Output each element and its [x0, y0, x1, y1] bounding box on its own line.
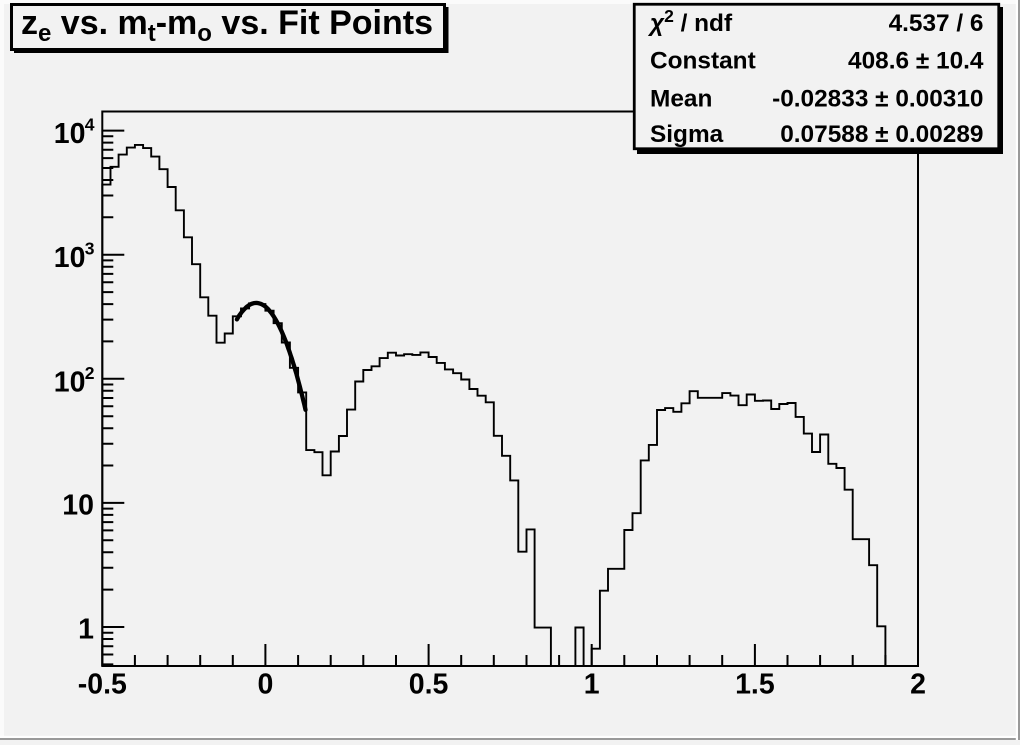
svg-text:Constant: Constant [650, 47, 756, 74]
svg-text:2: 2 [85, 363, 95, 383]
svg-text:0.5: 0.5 [409, 669, 449, 701]
svg-text:10: 10 [54, 242, 86, 274]
svg-text:4: 4 [85, 115, 95, 135]
svg-text:Sigma: Sigma [650, 121, 724, 148]
svg-text:0: 0 [257, 669, 273, 701]
svg-text:10: 10 [54, 366, 86, 398]
svg-text:1: 1 [584, 669, 600, 701]
svg-text:4.537 / 6: 4.537 / 6 [889, 10, 984, 37]
svg-text:0.07588 ± 0.00289: 0.07588 ± 0.00289 [780, 121, 983, 148]
svg-text:Mean: Mean [650, 86, 712, 113]
svg-text:1: 1 [78, 614, 94, 646]
svg-text:10: 10 [54, 118, 86, 150]
svg-text:408.6 ± 10.4: 408.6 ± 10.4 [848, 47, 984, 74]
svg-text:-0.02833 ± 0.00310: -0.02833 ± 0.00310 [772, 86, 983, 113]
svg-text:1.5: 1.5 [735, 669, 775, 701]
svg-text:ze vs. mt-mo vs. Fit Points: ze vs. mt-mo vs. Fit Points [21, 4, 433, 47]
svg-text:χ2 / ndf: χ2 / ndf [647, 6, 733, 37]
svg-text:-0.5: -0.5 [78, 669, 127, 701]
svg-text:3: 3 [85, 239, 95, 259]
svg-text:10: 10 [62, 489, 94, 521]
svg-text:2: 2 [910, 669, 926, 701]
